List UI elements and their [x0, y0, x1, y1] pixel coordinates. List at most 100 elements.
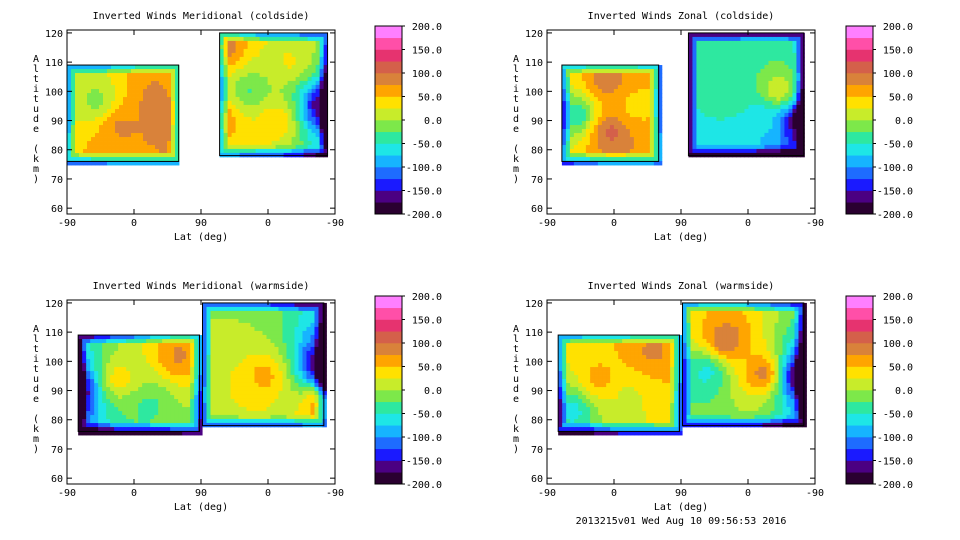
colorbar-label: 50.0: [889, 363, 913, 374]
region-outline: [67, 64, 180, 162]
colorbar-segment: [846, 296, 873, 309]
colorbar-label: 200.0: [412, 22, 442, 33]
colorbar-segment: [375, 343, 402, 356]
colorbar-segment: [375, 96, 402, 109]
colorbar-label: 0.0: [424, 116, 442, 127]
colorbar-segment: [846, 378, 873, 391]
colorbar-segment: [375, 319, 402, 332]
colorbar: 200.0 150.0 100.0 50.0 0.0 -50.0 -100.0 -150.0 -…: [374, 292, 442, 491]
colorbar-segment: [375, 401, 402, 414]
y-tick-label: 90: [51, 387, 63, 398]
region-outline: [201, 302, 325, 427]
colorbar-segment: [846, 331, 873, 344]
y-tick-label: 120: [45, 299, 63, 310]
colorbar-label: 150.0: [412, 46, 442, 57]
x-tick-label: -90: [806, 488, 824, 499]
chart-title: Inverted Winds Meridional (warmside): [93, 281, 310, 292]
x-tick-label: -90: [538, 488, 556, 499]
colorbar-label: -150.0: [406, 457, 442, 468]
y-tick-label: 90: [531, 117, 543, 128]
colorbar-segment: [846, 49, 873, 62]
colorbar-label: -50.0: [883, 140, 913, 151]
colorbar-label: -100.0: [877, 433, 913, 444]
x-tick-label: -90: [806, 218, 824, 229]
colorbar-segment: [375, 61, 402, 74]
contour-region-2: [687, 32, 805, 158]
colorbar-label: -200.0: [406, 210, 442, 221]
x-axis-label: Lat (deg): [654, 502, 708, 513]
colorbar-segment: [846, 73, 873, 86]
colorbar-label: 0.0: [424, 386, 442, 397]
x-tick-label: -90: [326, 488, 344, 499]
y-tick-label: 60: [51, 204, 63, 215]
x-tick-label: -90: [58, 488, 76, 499]
y-tick-label: 110: [525, 58, 543, 69]
colorbar-segment: [846, 190, 873, 203]
colorbar-label: 50.0: [889, 93, 913, 104]
contour-region-1: [77, 334, 203, 436]
colorbar-segment: [846, 96, 873, 109]
x-tick-label: 90: [675, 488, 687, 499]
colorbar: 200.0 150.0 100.0 50.0 0.0 -50.0 -100.0 -150.0 -…: [845, 292, 913, 491]
colorbar-label: -200.0: [406, 480, 442, 491]
y-tick-label: 80: [51, 416, 63, 427]
colorbar-segment: [375, 378, 402, 391]
colorbar-label: 50.0: [418, 363, 442, 374]
y-tick-label: 90: [531, 387, 543, 398]
colorbar-segment: [375, 425, 402, 438]
x-tick-label: 0: [265, 488, 271, 499]
contour-region-2: [219, 32, 329, 158]
y-tick-label: 80: [51, 146, 63, 157]
colorbar-label: 150.0: [883, 316, 913, 327]
x-tick-label: 0: [611, 488, 617, 499]
y-tick-label: 60: [51, 474, 63, 485]
colorbar-segment: [375, 84, 402, 97]
chart-panel-2: Inverted Winds Zonal (coldside) 60 70 80 90 1…: [513, 11, 913, 243]
colorbar-label: 50.0: [418, 93, 442, 104]
colorbar-segment: [375, 131, 402, 144]
x-tick-label: 90: [195, 218, 207, 229]
colorbar-segment: [846, 354, 873, 367]
colorbar-label: 100.0: [883, 339, 913, 350]
region-outline: [77, 334, 201, 432]
chart-panel-3: Inverted Winds Meridional (warmside) 60 70…: [33, 281, 442, 513]
colorbar-segment: [375, 202, 402, 215]
y-tick-label: 90: [51, 117, 63, 128]
colorbar-segment: [375, 49, 402, 62]
y-tick-label: 70: [51, 445, 63, 456]
colorbar-segment: [846, 61, 873, 74]
x-tick-label: 90: [195, 488, 207, 499]
colorbar-label: -50.0: [412, 410, 442, 421]
colorbar-segment: [375, 108, 402, 121]
colorbar-label: 0.0: [895, 116, 913, 127]
colorbar-label: 200.0: [412, 292, 442, 303]
region-outline: [687, 32, 805, 157]
colorbar-label: -200.0: [877, 210, 913, 221]
colorbar-segment: [846, 425, 873, 438]
colorbar-label: 200.0: [883, 292, 913, 303]
colorbar-segment: [375, 390, 402, 403]
colorbar-segment: [846, 390, 873, 403]
y-tick-label: 100: [45, 87, 63, 98]
colorbar-segment: [846, 131, 873, 144]
colorbar-segment: [375, 178, 402, 191]
colorbar-segment: [375, 37, 402, 50]
colorbar-segment: [846, 472, 873, 485]
contour-region-2: [201, 302, 327, 428]
colorbar-segment: [846, 167, 873, 180]
x-tick-label: -90: [58, 218, 76, 229]
colorbar-segment: [846, 202, 873, 215]
colorbar-segment: [375, 73, 402, 86]
colorbar-segment: [846, 413, 873, 426]
colorbar-label: -150.0: [877, 457, 913, 468]
region-outline: [557, 334, 681, 432]
colorbar-segment: [375, 307, 402, 320]
colorbar-segment: [375, 331, 402, 344]
colorbar-segment: [375, 190, 402, 203]
contour-region-1: [67, 64, 180, 166]
colorbar-segment: [846, 84, 873, 97]
